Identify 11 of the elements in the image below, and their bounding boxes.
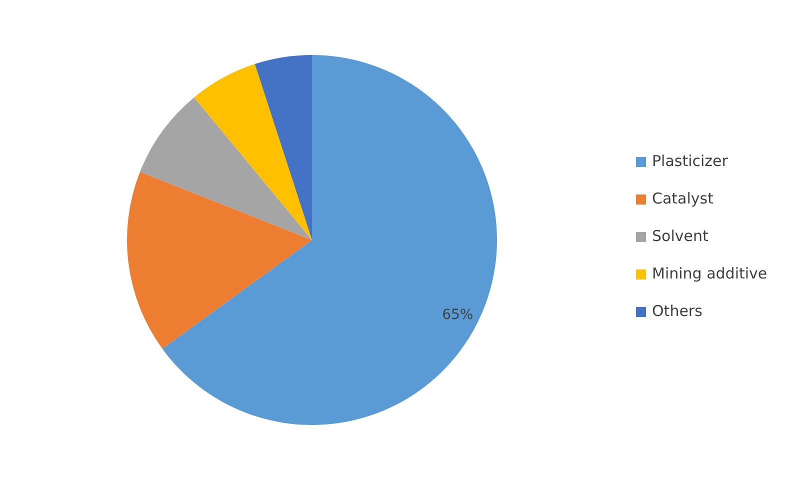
- pie-slice: [162, 55, 497, 425]
- pie-slice: [254, 55, 312, 240]
- pie-slice: [140, 97, 312, 240]
- legend-label: Solvent: [652, 227, 708, 246]
- legend-label: Others: [652, 302, 703, 320]
- legend-label: Mining additive: [652, 264, 768, 283]
- pie-slice: [127, 172, 312, 349]
- legend-label: Plasticizer: [652, 152, 729, 170]
- pie-slice: [194, 64, 312, 240]
- data-label: 65%: [442, 306, 474, 323]
- legend-label: Catalyst: [652, 190, 714, 208]
